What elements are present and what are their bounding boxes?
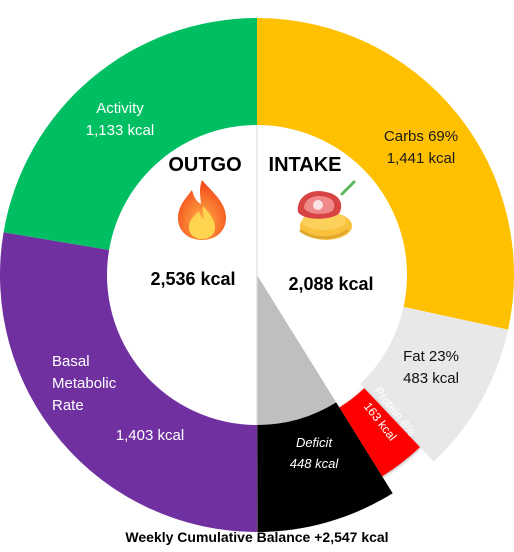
fat-value-label: 483 kcal bbox=[403, 370, 459, 387]
protein-slice bbox=[339, 388, 420, 477]
slices-layer bbox=[0, 18, 514, 532]
fire-icon bbox=[178, 180, 226, 240]
deficit-slice bbox=[257, 402, 393, 532]
outgo-title: OUTGO bbox=[168, 154, 241, 176]
bmr-value-label: 1,403 kcal bbox=[116, 427, 184, 444]
basal-metabolic-rate-slice bbox=[0, 232, 257, 532]
fat-slice bbox=[360, 306, 509, 462]
carbs-name-label: Carbs 69% bbox=[384, 128, 458, 145]
activity-value-label: 1,133 kcal bbox=[86, 122, 154, 139]
bmr-name-label-3: Rate bbox=[52, 397, 84, 414]
outgo-total: 2,536 kcal bbox=[150, 269, 235, 289]
intake-title: INTAKE bbox=[269, 154, 342, 176]
carbs-value-label: 1,441 kcal bbox=[387, 150, 455, 167]
activity-name-label: Activity bbox=[96, 100, 144, 117]
carbs-slice bbox=[257, 18, 514, 330]
center-layer: OUTGO INTAKE 2,536 kcal 2,088 kcal bbox=[150, 154, 373, 294]
bmr-name-label-1: Basal bbox=[52, 353, 90, 370]
fat-name-label: Fat 23% bbox=[403, 348, 459, 365]
intake-total: 2,088 kcal bbox=[288, 274, 373, 294]
chart-footer: Weekly Cumulative Balance +2,547 kcal bbox=[125, 529, 389, 545]
deficit-inner-wedge bbox=[257, 275, 337, 425]
activity-slice bbox=[3, 18, 257, 251]
food-icon bbox=[297, 180, 356, 240]
deficit-value-label: 448 kcal bbox=[290, 456, 340, 471]
deficit-name-label: Deficit bbox=[296, 435, 334, 450]
bmr-name-label-2: Metabolic bbox=[52, 375, 117, 392]
